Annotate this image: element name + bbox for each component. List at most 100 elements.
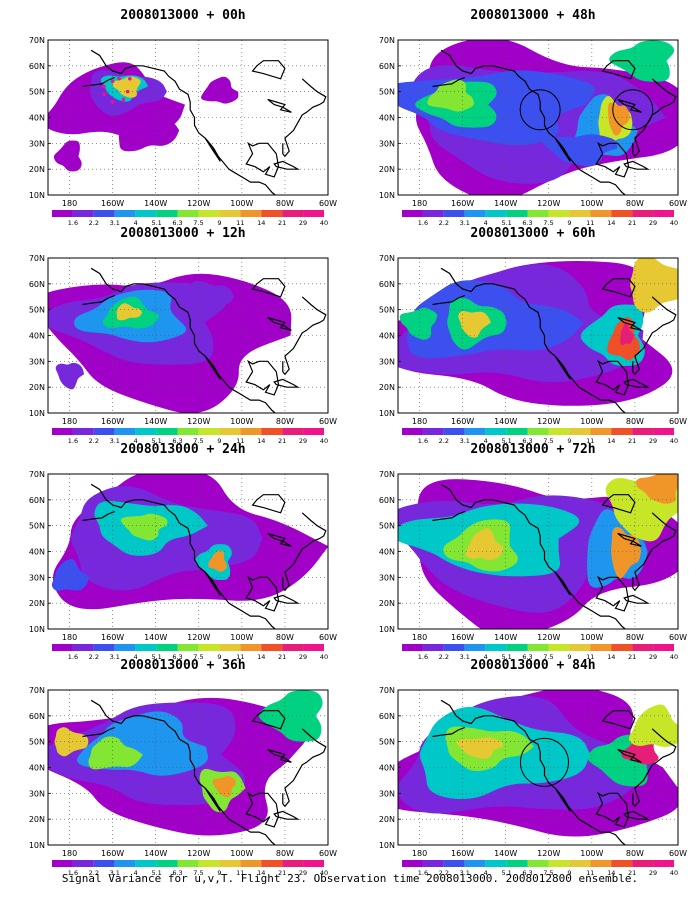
lat-tick-label: 60N <box>379 712 395 721</box>
lon-tick-label: 140W <box>144 633 167 642</box>
colorbar-label: 9 <box>217 653 221 660</box>
lon-tick-label: 160W <box>451 849 474 858</box>
target-circle <box>519 737 569 787</box>
colorbar-swatch <box>422 860 444 867</box>
colorbar-label: 11 <box>236 437 244 444</box>
coastline <box>632 512 677 592</box>
variance-contour <box>607 102 631 136</box>
colorbar-swatch <box>443 860 465 867</box>
colorbar-label: 9 <box>567 219 571 226</box>
coastline <box>90 483 277 629</box>
colorbar-swatch <box>506 428 528 435</box>
lat-tick-label: 10N <box>29 841 45 850</box>
colorbar-swatch <box>485 428 507 435</box>
coastline <box>204 137 221 162</box>
colorbar-label: 5.1 <box>151 219 161 226</box>
colorbar-swatch <box>548 860 570 867</box>
forecast-panel: 2008013000 + 84h 70N 60N 50N 40N 30N 20N 10N 180… <box>368 658 698 876</box>
lat-tick-label: 20N <box>379 599 395 608</box>
coastline <box>554 787 571 812</box>
colorbar-swatch <box>219 210 241 217</box>
colorbar-swatch <box>632 860 654 867</box>
variance-contour <box>609 40 675 82</box>
colorbar-swatch <box>402 428 423 435</box>
colorbar-swatch <box>240 644 262 651</box>
colorbar-label: 4 <box>484 437 488 444</box>
coastline <box>204 787 221 812</box>
colorbar-label: 3.1 <box>110 869 120 876</box>
colorbar-swatch <box>282 210 304 217</box>
lon-tick-label: 140W <box>144 417 167 426</box>
colorbar-label: 9 <box>217 437 221 444</box>
colorbar-swatch <box>632 210 654 217</box>
target-point <box>128 76 132 81</box>
colorbar-label: 6.3 <box>172 653 182 660</box>
panel-title: 2008013000 + 48h <box>470 8 596 23</box>
coastline <box>432 510 466 522</box>
colorbar-swatch <box>527 210 549 217</box>
colorbar-swatch <box>114 860 136 867</box>
colorbar-swatch <box>114 210 136 217</box>
lon-tick-label: 120W <box>187 849 210 858</box>
colorbar-swatch <box>548 428 570 435</box>
colorbar-label: 29 <box>299 219 307 226</box>
lon-tick-label: 100W <box>230 849 253 858</box>
lat-tick-label: 10N <box>379 841 395 850</box>
colorbar-label: 11 <box>586 437 594 444</box>
colorbar-label: 1.6 <box>68 653 78 660</box>
colorbar-label: 4 <box>134 219 138 226</box>
lat-tick-label: 40N <box>29 332 45 341</box>
lat-tick-label: 10N <box>29 191 45 200</box>
target-point <box>102 84 106 89</box>
variance-contour <box>51 559 90 591</box>
panel-title: 2008013000 + 36h <box>120 658 246 673</box>
map-plot: 70N 60N 50N 40N 30N 20N 10N 180 160W 140W 120W 100W… <box>379 36 687 226</box>
coastline <box>595 575 630 612</box>
colorbar-label: 40 <box>670 437 678 444</box>
coastline <box>267 98 292 113</box>
colorbar-swatch <box>177 860 199 867</box>
colorbar-label: 1.6 <box>68 869 78 876</box>
colorbar-swatch <box>198 860 220 867</box>
figure-caption: Signal Variance for u,v,T. Flight 23. Ob… <box>61 872 639 885</box>
colorbar-swatch <box>548 210 570 217</box>
colorbar-label: 21 <box>278 437 286 444</box>
colorbar-swatch <box>156 428 178 435</box>
colorbar-swatch <box>72 210 94 217</box>
colorbar-swatch <box>653 644 674 651</box>
lat-tick-label: 20N <box>379 383 395 392</box>
coastline <box>267 532 292 547</box>
lat-tick-label: 10N <box>379 409 395 418</box>
colorbar-swatch <box>52 644 73 651</box>
colorbar-swatch <box>219 860 241 867</box>
colorbar-label: 14 <box>257 653 265 660</box>
lat-tick-label: 60N <box>29 280 45 289</box>
lat-tick-label: 40N <box>379 764 395 773</box>
lon-tick-label: 140W <box>494 633 517 642</box>
target-point <box>110 79 115 84</box>
colorbar-swatch <box>303 860 324 867</box>
coastline <box>82 294 116 306</box>
coastline <box>245 359 280 396</box>
coastline <box>251 60 286 80</box>
colorbar-label: 29 <box>649 437 657 444</box>
colorbar-swatch <box>506 210 528 217</box>
colorbar-swatch <box>632 644 654 651</box>
coastline <box>632 78 677 158</box>
coastline <box>617 532 642 547</box>
lat-tick-label: 30N <box>29 573 45 582</box>
colorbar-swatch <box>506 860 528 867</box>
lon-tick-label: 80W <box>276 417 294 426</box>
colorbar-swatch <box>485 210 507 217</box>
lon-tick-label: 100W <box>580 199 603 208</box>
lat-tick-label: 10N <box>379 625 395 634</box>
colorbar-label: 40 <box>320 437 328 444</box>
lon-tick-label: 60W <box>669 633 687 642</box>
target-circle <box>519 89 561 131</box>
forecast-panel: 2008013000 + 36h 70N 60N 50N 40N 30N 20N 10N 180… <box>18 658 348 876</box>
colorbar-label: 29 <box>299 869 307 876</box>
target-point <box>125 89 130 94</box>
colorbar-label: 2.2 <box>89 653 99 660</box>
lat-tick-label: 50N <box>29 738 45 747</box>
colorbar-swatch <box>590 210 612 217</box>
